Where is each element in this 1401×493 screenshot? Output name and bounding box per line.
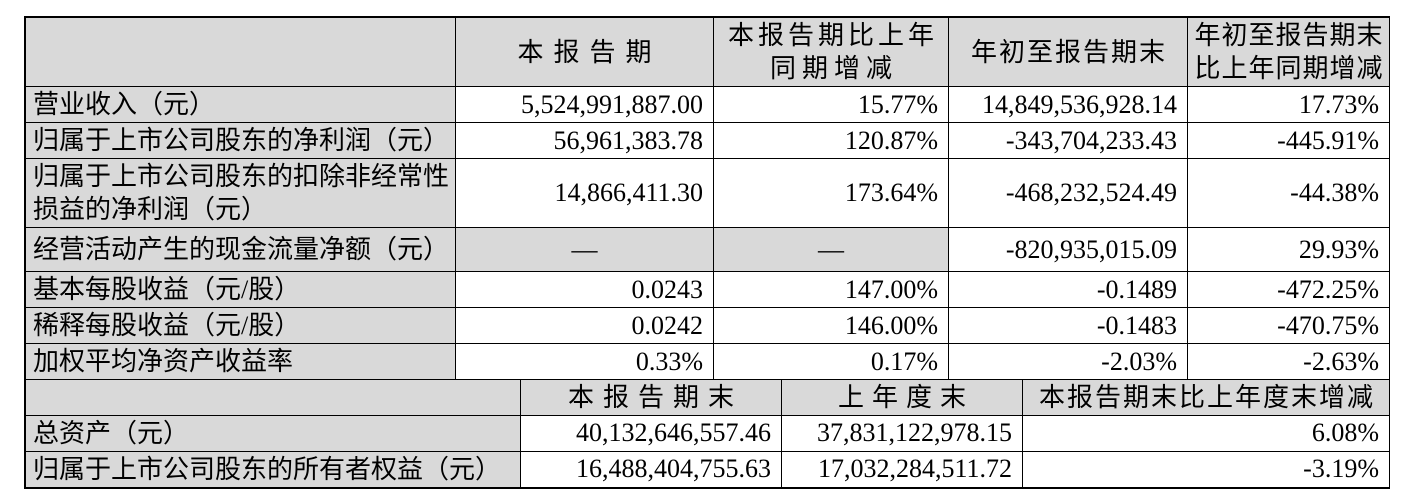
value-prev-year-end: 17,032,284,511.72 [781, 450, 1023, 488]
row-weighted-avg-roe: 加权平均净资产收益率 0.33% 0.17% -2.03% -2.63% [25, 343, 1390, 380]
value-ytd-yoy: 29.93% [1187, 227, 1390, 272]
metric-label: 基本每股收益（元/股） [25, 271, 456, 308]
period-end-balances-table: 本报告期末 上年度末 本报告期末比上年度末增减 总资产（元） 40,132,64… [25, 380, 1390, 488]
value-ytd-yoy: -472.25% [1187, 271, 1390, 308]
metric-label: 营业收入（元） [25, 86, 456, 123]
value-ytd-yoy: 17.73% [1187, 86, 1390, 123]
header-label: 年初至报告期末 [970, 37, 1167, 67]
header-label: 上年度末 [837, 382, 974, 412]
value-current-end: 40,132,646,557.46 [520, 414, 782, 452]
value-current-period: 0.33% [455, 343, 714, 380]
value-ytd: -0.1483 [948, 307, 1188, 344]
header-label: 本报告期末比上年度末增减 [1038, 382, 1375, 412]
value-ytd: -468,232,524.49 [948, 158, 1188, 228]
value-ytd: -343,704,233.43 [948, 122, 1188, 159]
header-label: 同期增减 [769, 54, 898, 83]
header-label: 比上年同期增减 [1194, 54, 1384, 83]
value-ytd-yoy: -470.75% [1187, 307, 1390, 344]
table2-header-empty [25, 380, 521, 416]
value-current-yoy: 15.77% [713, 86, 949, 123]
value-current-end: 16,488,404,755.63 [520, 450, 782, 488]
value-change: -3.19% [1022, 450, 1390, 488]
value-ytd: 14,849,536,928.14 [948, 86, 1188, 123]
value-ytd-yoy: -445.91% [1187, 122, 1390, 159]
header-label: 本报告期 [517, 37, 662, 67]
header-label: 本报告期末 [567, 382, 743, 412]
value-ytd: -0.1489 [948, 271, 1188, 308]
value-current-yoy: 173.64% [713, 158, 949, 228]
row-total-assets: 总资产（元） 40,132,646,557.46 37,831,122,978.… [25, 414, 1390, 452]
row-shareholders-equity: 归属于上市公司股东的所有者权益（元） 16,488,404,755.63 17,… [25, 450, 1390, 488]
table1-header-current-yoy: 本报告期比上年 同期增减 [713, 17, 949, 87]
table2-header-prev-year-end: 上年度末 [781, 380, 1023, 416]
value-prev-year-end: 37,831,122,978.15 [781, 414, 1023, 452]
row-basic-eps: 基本每股收益（元/股） 0.0243 147.00% -0.1489 -472.… [25, 271, 1390, 308]
value-current-period: 0.0242 [455, 307, 714, 344]
table2-header-row: 本报告期末 上年度末 本报告期末比上年度末增减 [25, 380, 1390, 416]
metric-label: 稀释每股收益（元/股） [25, 307, 456, 344]
metric-label: 总资产（元） [25, 414, 521, 452]
table2-header-change: 本报告期末比上年度末增减 [1022, 380, 1390, 416]
value-current-period: 14,866,411.30 [455, 158, 714, 228]
row-diluted-eps: 稀释每股收益（元/股） 0.0242 146.00% -0.1483 -470.… [25, 307, 1390, 344]
row-net-profit: 归属于上市公司股东的净利润（元） 56,961,383.78 120.87% -… [25, 122, 1390, 159]
header-label: 年初至报告期末 [1194, 21, 1384, 50]
row-net-profit-excl-nonrecurring: 归属于上市公司股东的扣除非经常性损益的净利润（元） 14,866,411.30 … [25, 158, 1390, 228]
value-ytd-yoy: -2.63% [1187, 343, 1390, 380]
value-current-period: 56,961,383.78 [455, 122, 714, 159]
value-current-yoy: 120.87% [713, 122, 949, 159]
value-current-yoy: 146.00% [713, 307, 949, 344]
period-metrics-table: 本报告期 本报告期比上年 同期增减 年初至报告期末 年初至报告期末 比上年同期增… [25, 17, 1390, 380]
value-current-yoy-dash: — [713, 227, 949, 272]
value-current-period-dash: — [455, 227, 714, 272]
table1-header-empty [25, 17, 456, 87]
table1-header-ytd: 年初至报告期末 [948, 17, 1188, 87]
value-ytd: -2.03% [948, 343, 1188, 380]
financial-summary-sheet: 本报告期 本报告期比上年 同期增减 年初至报告期末 年初至报告期末 比上年同期增… [24, 16, 1390, 489]
table2-header-current-end: 本报告期末 [520, 380, 782, 416]
value-ytd: -820,935,015.09 [948, 227, 1188, 272]
header-label: 本报告期比上年 [727, 21, 938, 50]
value-change: 6.08% [1022, 414, 1390, 452]
table1-header-current-period: 本报告期 [455, 17, 714, 87]
value-current-yoy: 147.00% [713, 271, 949, 308]
table1-header-row: 本报告期 本报告期比上年 同期增减 年初至报告期末 年初至报告期末 比上年同期增… [25, 17, 1390, 87]
metric-label: 归属于上市公司股东的净利润（元） [25, 122, 456, 159]
row-operating-revenue: 营业收入（元） 5,524,991,887.00 15.77% 14,849,5… [25, 86, 1390, 123]
value-current-period: 5,524,991,887.00 [455, 86, 714, 123]
metric-label: 归属于上市公司股东的所有者权益（元） [25, 450, 521, 488]
metric-label: 加权平均净资产收益率 [25, 343, 456, 380]
value-current-period: 0.0243 [455, 271, 714, 308]
value-ytd-yoy: -44.38% [1187, 158, 1390, 228]
table1-header-ytd-yoy: 年初至报告期末 比上年同期增减 [1187, 17, 1390, 87]
clipped-next-line-fragment [8, 486, 38, 492]
metric-label: 归属于上市公司股东的扣除非经常性损益的净利润（元） [25, 158, 456, 228]
value-current-yoy: 0.17% [713, 343, 949, 380]
row-operating-cash-flow: 经营活动产生的现金流量净额（元） — — -820,935,015.09 29.… [25, 227, 1390, 272]
metric-label: 经营活动产生的现金流量净额（元） [25, 227, 456, 272]
